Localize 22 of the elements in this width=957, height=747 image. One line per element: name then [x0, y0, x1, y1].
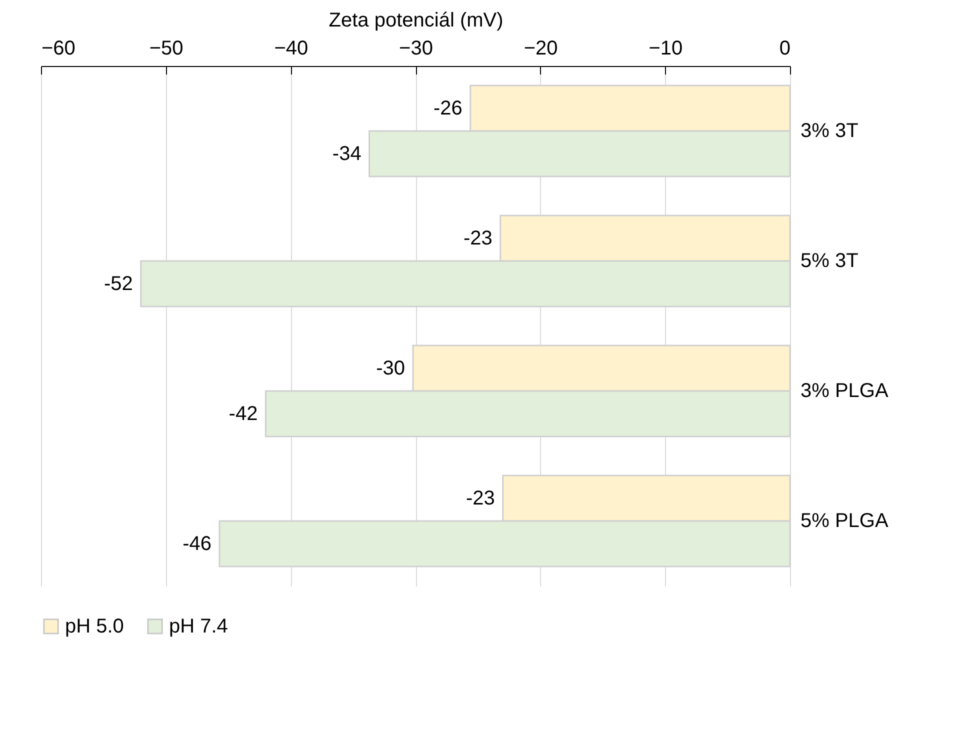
x-tick-label: −30: [399, 38, 433, 60]
x-tick-label: −10: [648, 38, 683, 60]
data-label: -46: [182, 532, 212, 555]
y-tick-label: 5% PLGA: [800, 510, 889, 532]
data-label: -34: [332, 142, 362, 165]
y-tick-label: 3% PLGA: [800, 380, 889, 402]
x-tick-label: −20: [524, 38, 558, 60]
data-label: -42: [228, 402, 258, 425]
x-tick-label: 0: [779, 38, 790, 60]
y-tick-label: 5% 3T: [800, 250, 858, 272]
data-label: -26: [434, 97, 462, 120]
y-tick-label: 3% 3T: [800, 120, 858, 142]
x-axis-title: Zeta potenciál (mV): [328, 10, 504, 32]
x-tick-label: −40: [274, 38, 308, 60]
data-label: -23: [463, 227, 492, 250]
x-tick-label: −60: [42, 38, 76, 60]
legend-label: pH 7.4: [169, 615, 228, 638]
legend-label: pH 5.0: [65, 615, 124, 638]
data-label: -30: [376, 357, 406, 380]
data-label: -23: [466, 487, 495, 510]
x-tick-label: −50: [149, 38, 184, 60]
data-label: -52: [104, 272, 133, 295]
